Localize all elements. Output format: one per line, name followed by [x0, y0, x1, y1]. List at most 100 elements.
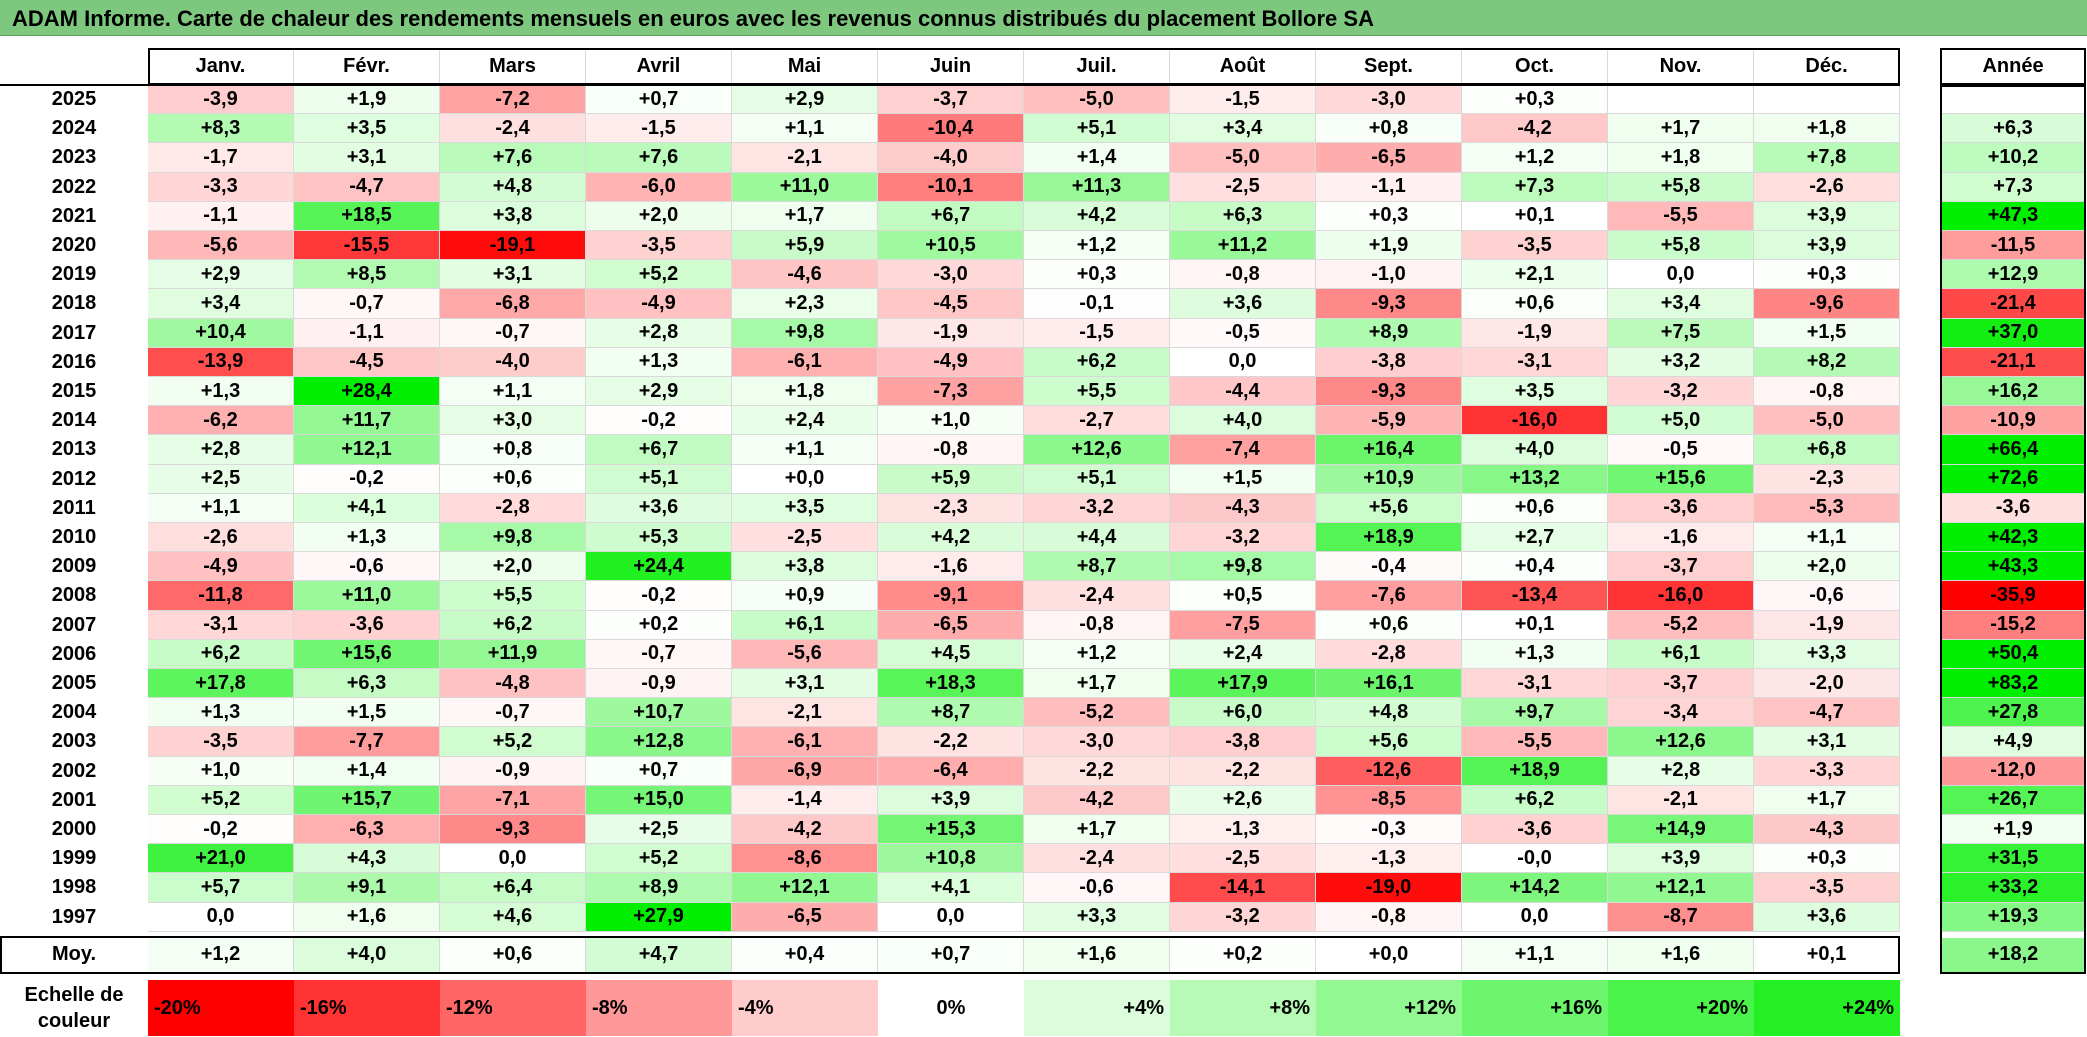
heatmap-cell: +8,2: [1754, 347, 1900, 377]
annual-cell: [1940, 85, 2086, 115]
heatmap-cell: -9,3: [1316, 377, 1462, 407]
annual-cell: -15,2: [1940, 610, 2086, 640]
heatmap-cell: -0,8: [1316, 902, 1462, 932]
heatmap-cell: -3,5: [1462, 231, 1608, 261]
row-year-label: 2005: [51, 672, 97, 695]
row-year-label: 2000: [51, 818, 97, 841]
heatmap-cell: +3,5: [732, 493, 878, 523]
heatmap-cell: -1,1: [1316, 172, 1462, 202]
heatmap-cell: +0,9: [732, 581, 878, 611]
heatmap-cell: -0,8: [1754, 377, 1900, 407]
heatmap-cell: +12,8: [586, 727, 732, 757]
heatmap-cell: +3,1: [440, 260, 586, 290]
heatmap-cell: +7,6: [440, 143, 586, 173]
heatmap-cell: +0,6: [1462, 289, 1608, 319]
row-year-label: 2010: [51, 526, 97, 549]
annual-cell: +4,9: [1940, 727, 2086, 757]
heatmap-cell: -5,5: [1608, 201, 1754, 231]
heatmap-cell: +14,2: [1462, 873, 1608, 903]
row-year-label: 2018: [51, 292, 97, 315]
heatmap-cell: -0,9: [586, 669, 732, 699]
heatmap-cell: +5,5: [1024, 377, 1170, 407]
heatmap-cell: -3,2: [1608, 377, 1754, 407]
average-cell: +1,6: [1024, 937, 1170, 972]
heatmap-cell: -6,5: [878, 610, 1024, 640]
heatmap-cell: -2,4: [440, 114, 586, 144]
heatmap-cell: [1608, 85, 1754, 115]
heatmap-cell: -2,5: [1170, 172, 1316, 202]
heatmap-cell: +1,3: [148, 377, 294, 407]
heatmap-cell: -3,2: [1170, 523, 1316, 553]
row-year-label: 2012: [51, 467, 97, 490]
heatmap-cell: -4,9: [148, 552, 294, 582]
heatmap-cell: -1,9: [1754, 610, 1900, 640]
heatmap-cell: -2,1: [732, 698, 878, 728]
heatmap-cell: +15,0: [586, 785, 732, 815]
average-cell: +4,0: [294, 937, 440, 972]
row-year-label: 2016: [51, 350, 97, 373]
heatmap-cell: -1,6: [1608, 523, 1754, 553]
month-header: Nov.: [1608, 48, 1754, 85]
heatmap-cell: -3,2: [1024, 493, 1170, 523]
heatmap-cell: +4,0: [1170, 406, 1316, 436]
heatmap-cell: +2,9: [586, 377, 732, 407]
heatmap-cell: -1,4: [732, 785, 878, 815]
heatmap-cell: +6,2: [1462, 785, 1608, 815]
annual-cell: +1,9: [1940, 815, 2086, 845]
row-year-label: 2008: [51, 584, 97, 607]
heatmap-cell: -1,3: [1170, 815, 1316, 845]
heatmap-cell: +6,7: [878, 201, 1024, 231]
heatmap-cell: +10,5: [878, 231, 1024, 261]
annual-cell: +31,5: [1940, 844, 2086, 874]
heatmap-cell: +4,8: [1316, 698, 1462, 728]
heatmap-cell: +8,9: [1316, 318, 1462, 348]
heatmap-cell: +9,1: [294, 873, 440, 903]
heatmap-cell: +5,9: [878, 464, 1024, 494]
heatmap-cell: -1,0: [1316, 260, 1462, 290]
heatmap-cell: -4,9: [586, 289, 732, 319]
heatmap-cell: -2,5: [1170, 844, 1316, 874]
heatmap-cell: +1,3: [1462, 639, 1608, 669]
heatmap-cell: -0,5: [1608, 435, 1754, 465]
month-header: Déc.: [1754, 48, 1900, 85]
month-header: Janv.: [148, 48, 294, 85]
heatmap-cell: +3,8: [732, 552, 878, 582]
heatmap-cell: -0,7: [586, 639, 732, 669]
annual-cell: -12,0: [1940, 756, 2086, 786]
heatmap-cell: -4,9: [878, 347, 1024, 377]
heatmap-cell: -5,2: [1608, 610, 1754, 640]
heatmap-cell: +8,9: [586, 873, 732, 903]
heatmap-cell: +5,1: [1024, 464, 1170, 494]
heatmap-cell: +9,8: [732, 318, 878, 348]
heatmap-cell: +11,3: [1024, 172, 1170, 202]
heatmap-cell: +15,7: [294, 785, 440, 815]
heatmap-cell: +4,2: [1024, 201, 1170, 231]
heatmap-cell: +9,8: [440, 523, 586, 553]
heatmap-cell: -4,7: [1754, 698, 1900, 728]
heatmap-cell: +3,1: [732, 669, 878, 699]
heatmap-cell: +2,5: [148, 464, 294, 494]
row-year-label: 2006: [51, 642, 97, 665]
heatmap-cell: -0,6: [1024, 873, 1170, 903]
annual-cell: +16,2: [1940, 377, 2086, 407]
average-cell: +0,2: [1170, 937, 1316, 972]
heatmap-cell: +5,1: [586, 464, 732, 494]
heatmap-cell: +3,4: [1608, 289, 1754, 319]
heatmap-cell: +2,0: [440, 552, 586, 582]
legend-swatch: +24%: [1754, 980, 1900, 1036]
heatmap-cell: -2,3: [1754, 464, 1900, 494]
heatmap-cell: -12,6: [1316, 756, 1462, 786]
heatmap-cell: +1,8: [1608, 143, 1754, 173]
heatmap-cell: -3,5: [1754, 873, 1900, 903]
heatmap-cell: +12,1: [732, 873, 878, 903]
heatmap-cell: +5,9: [732, 231, 878, 261]
heatmap-cell: -9,3: [440, 815, 586, 845]
heatmap-cell: +6,2: [1024, 347, 1170, 377]
heatmap-cell: +12,1: [294, 435, 440, 465]
heatmap-cell: -0,5: [1170, 318, 1316, 348]
heatmap-cell: -4,5: [878, 289, 1024, 319]
heatmap-cell: [1754, 85, 1900, 115]
heatmap-cell: +3,5: [294, 114, 440, 144]
annual-cell: +27,8: [1940, 698, 2086, 728]
row-year-label: 2004: [51, 701, 97, 724]
